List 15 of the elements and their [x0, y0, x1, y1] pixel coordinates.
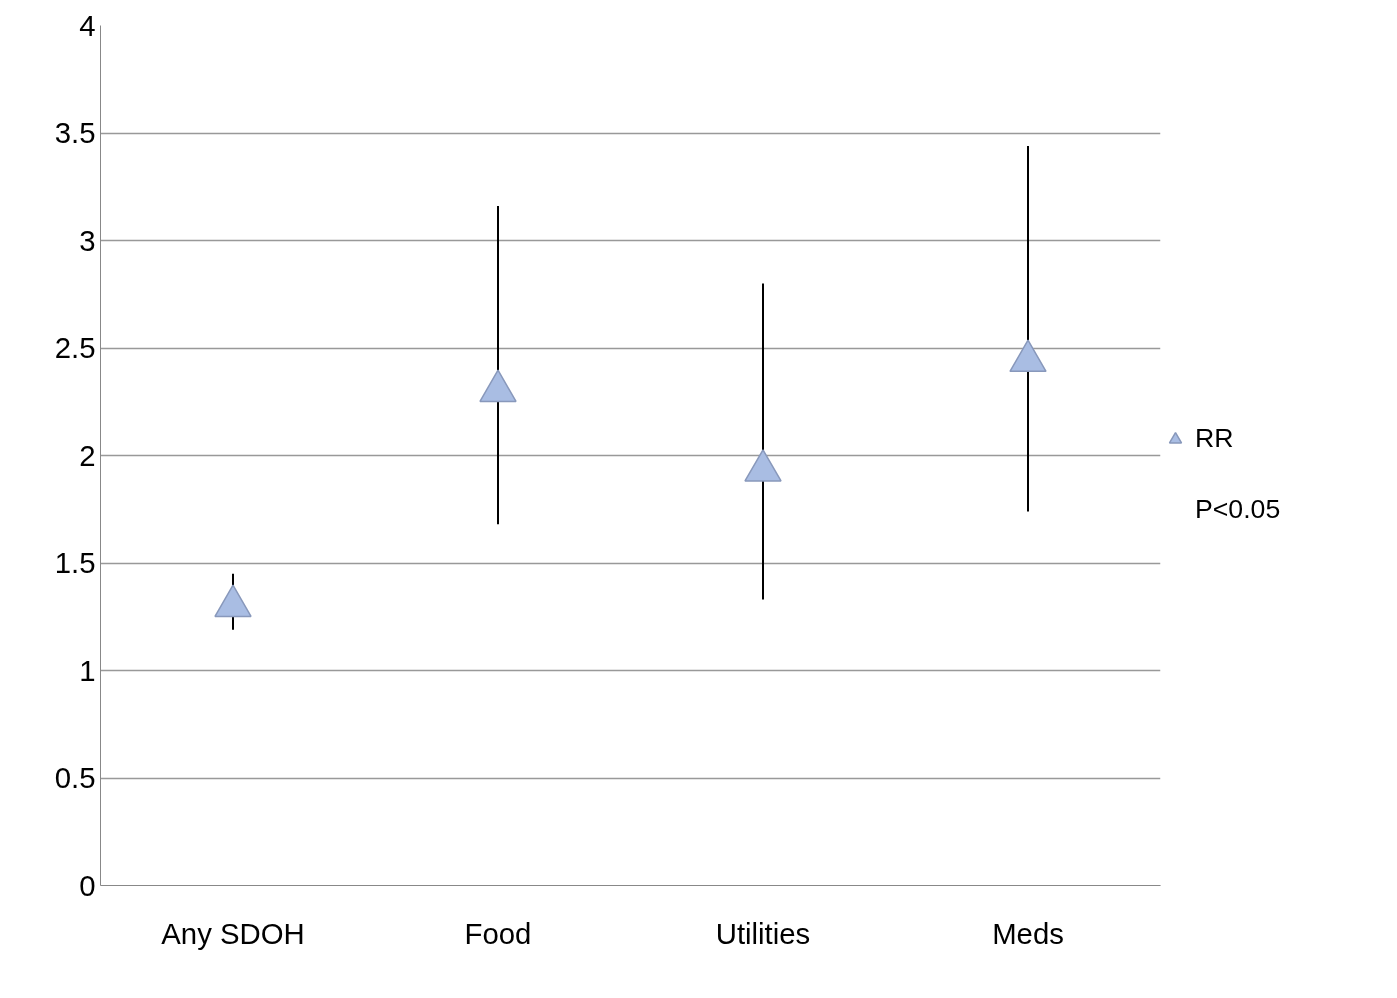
y-tick-label: 1.5 — [54, 546, 96, 579]
legend-label: RR — [1195, 423, 1234, 454]
y-tick-label: 2 — [79, 438, 96, 472]
y-tick-label: 4 — [79, 8, 96, 42]
y-tick-label: 0 — [79, 868, 96, 902]
x-tick-label: Any SDOH — [161, 916, 305, 950]
x-tick-label: Food — [464, 916, 532, 950]
x-tick-label: Utilities — [715, 916, 811, 950]
text: P<0.05 — [1195, 494, 1281, 525]
y-tick-label: 3.5 — [54, 116, 96, 149]
y-tick-label: 2.5 — [54, 331, 96, 364]
y-tick-label: 0.5 — [54, 761, 96, 794]
y-tick-label: 3 — [79, 223, 96, 257]
x-tick-label: Meds — [992, 916, 1064, 950]
y-tick-label: 1 — [79, 653, 96, 687]
